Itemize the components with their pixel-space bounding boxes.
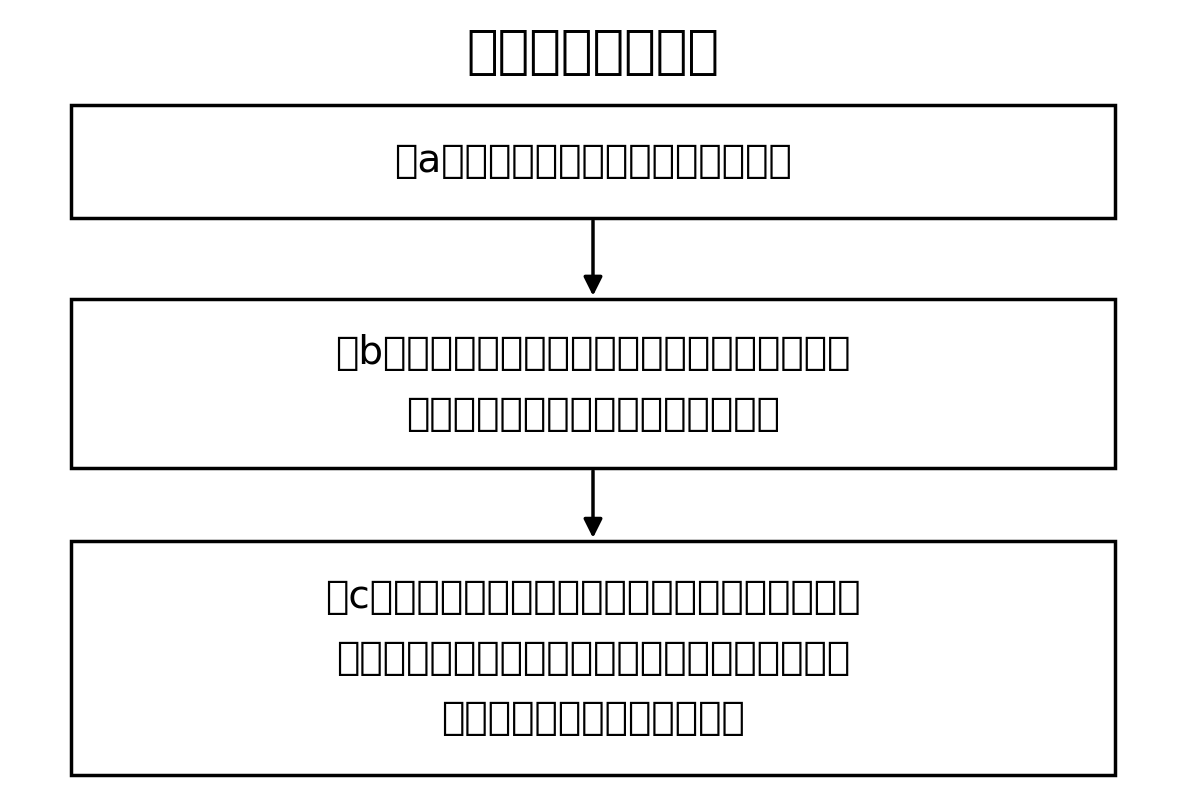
Text: （c）利用当前测得的系统状态量（阀芯位移或输出: （c）利用当前测得的系统状态量（阀芯位移或输出 [325, 578, 861, 617]
Text: 状态观测器流程图: 状态观测器流程图 [466, 27, 720, 78]
Text: 油压信号），根据系统状态方程和观测方程，对下: 油压信号），根据系统状态方程和观测方程，对下 [336, 638, 850, 677]
Text: （a）建立电液操纵系统离散状态方程: （a）建立电液操纵系统离散状态方程 [394, 142, 792, 181]
Bar [71, 105, 1115, 218]
Bar [71, 299, 1115, 468]
Text: 一时刻系统状态变量进行估计: 一时刻系统状态变量进行估计 [441, 699, 745, 738]
Text: 测方程、根据系统参数确定权重因子: 测方程、根据系统参数确定权重因子 [406, 395, 780, 433]
Text: （b）根据离散状态方程确定无迹卡尔曼滤波器观: （b）根据离散状态方程确定无迹卡尔曼滤波器观 [336, 334, 850, 372]
Bar [71, 541, 1115, 775]
